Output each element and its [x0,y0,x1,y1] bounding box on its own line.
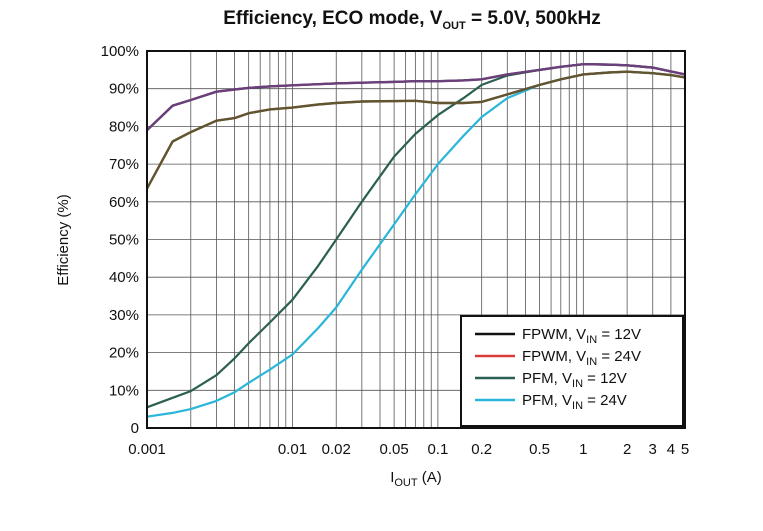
legend-label: PFM, VIN = 12V [522,370,627,390]
x-tick-label: 5 [681,441,689,458]
y-tick-label: 10% [109,382,139,399]
y-tick-label: 70% [109,156,139,173]
chart-title: Efficiency, ECO mode, VOUT = 5.0V, 500kH… [223,8,601,32]
x-axis-label: IOUT (A) [390,469,442,489]
legend-label: FPWM, VIN = 12V [522,326,641,346]
x-tick-label: 0.001 [128,441,166,458]
y-tick-label: 100% [101,43,139,60]
y-tick-label: 30% [109,307,139,324]
plot-frame [146,50,686,429]
y-tick-label: 50% [109,232,139,249]
x-tick-label: 0.2 [471,441,492,458]
x-tick-label: 0.5 [529,441,550,458]
legend-label: PFM, VIN = 24V [522,392,627,412]
y-tick-label: 0 [131,420,139,437]
x-tick-label: 0.05 [380,441,409,458]
series-lines [145,63,686,418]
x-tick-label: 0.02 [322,441,351,458]
x-tick-label: 2 [623,441,631,458]
y-tick-labels: 0 10% 20% 30% 40% 50% 60% 70% 80% 90% 100% [101,43,139,437]
y-tick-label: 20% [109,345,139,362]
y-axis-label: Efficiency (%) [55,194,72,285]
legend-label: FPWM, VIN = 24V [522,348,641,368]
overlap-line [145,70,686,190]
x-tick-label: 0.01 [278,441,307,458]
x-tick-labels: 0.001 0.01 0.02 0.05 0.1 0.2 0.5 1 2 3 4 5 [128,441,689,458]
x-tick-label: 0.1 [427,441,448,458]
y-tick-label: 40% [109,269,139,286]
x-tick-label: 4 [667,441,675,458]
y-tick-label: 90% [109,81,139,98]
x-tick-label: 1 [579,441,587,458]
x-tick-label: 3 [649,441,657,458]
y-tick-label: 80% [109,118,139,135]
y-tick-label: 60% [109,194,139,211]
overlap-line [146,63,686,132]
